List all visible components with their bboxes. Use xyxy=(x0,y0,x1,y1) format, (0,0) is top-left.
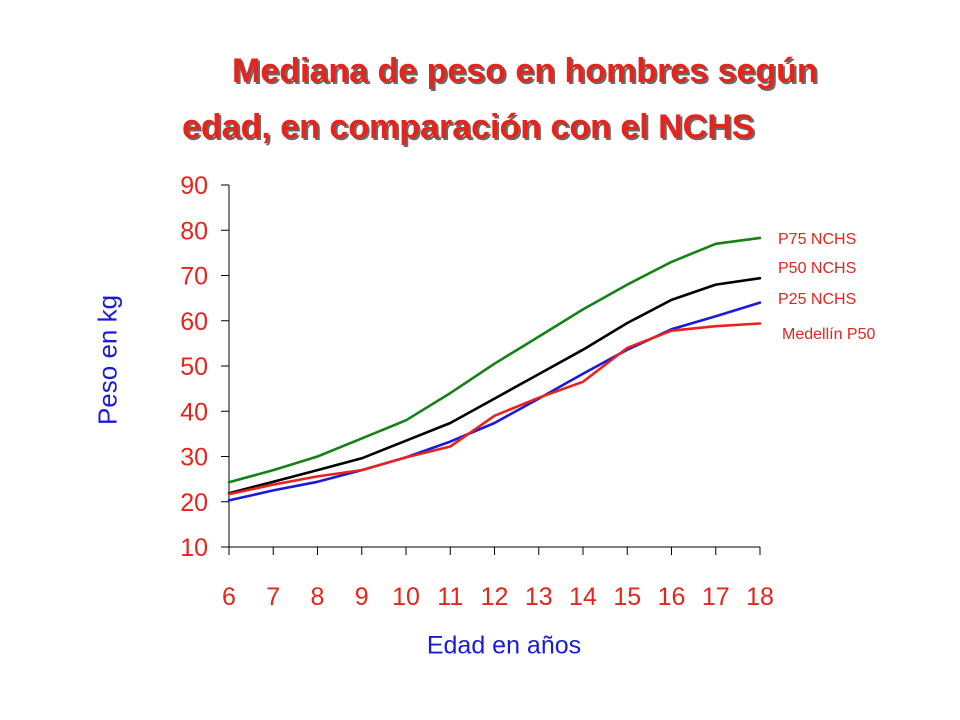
x-tick-label: 18 xyxy=(746,583,774,611)
legend-item-0: P75 NCHS xyxy=(778,231,857,248)
x-tick-label: 10 xyxy=(392,583,420,611)
y-axis-label: Peso en kg xyxy=(92,294,123,426)
x-axis: 6 7 8 9 10 11 12 13 14 15 16 17 18 xyxy=(222,546,774,611)
x-tick-label: 6 xyxy=(222,583,236,611)
y-tick-label: 30 xyxy=(180,444,208,472)
x-axis-label: Edad en años xyxy=(426,631,582,660)
y-tick-label: 20 xyxy=(180,489,208,517)
series-line-3 xyxy=(227,322,762,496)
series-line-1 xyxy=(227,276,762,495)
legend-item-3: Medellín P50 xyxy=(782,326,876,343)
y-tick-label: 10 xyxy=(180,534,208,562)
legend-item-1: P50 NCHS xyxy=(778,260,857,277)
y-tick-label: 60 xyxy=(180,308,208,336)
x-tick-label: 13 xyxy=(525,583,553,611)
x-tick-label: 14 xyxy=(569,583,597,611)
chart-title-line-2: edad, en comparación con el NCHS xyxy=(182,108,755,146)
x-tick-label: 17 xyxy=(702,583,730,611)
x-tick-label: 16 xyxy=(658,583,686,611)
legend-item-2: P25 NCHS xyxy=(778,291,857,308)
x-tick-label: 12 xyxy=(481,583,509,611)
series-line-2 xyxy=(227,301,762,502)
y-tick-label: 40 xyxy=(180,398,208,426)
series-line-0 xyxy=(227,236,762,484)
x-tick-label: 9 xyxy=(355,583,369,611)
series-lines xyxy=(227,236,762,502)
y-tick-label: 80 xyxy=(180,217,208,245)
y-axis: 10 20 30 40 50 60 70 80 90 xyxy=(180,172,230,562)
chart-title-line-1: Mediana de peso en hombres según xyxy=(232,52,818,90)
y-tick-label: 50 xyxy=(180,353,208,381)
x-tick-label: 8 xyxy=(311,583,325,611)
x-tick-label: 15 xyxy=(613,583,641,611)
x-tick-label: 7 xyxy=(266,583,280,611)
x-tick-label: 11 xyxy=(437,583,463,611)
y-tick-label: 70 xyxy=(180,263,208,291)
y-tick-label: 90 xyxy=(180,172,208,200)
